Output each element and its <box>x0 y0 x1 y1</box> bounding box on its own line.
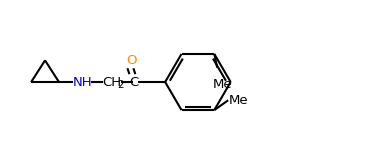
Text: O: O <box>126 54 137 67</box>
Text: C: C <box>129 76 138 88</box>
Text: Me: Me <box>212 78 232 91</box>
Text: 2: 2 <box>117 80 124 90</box>
Text: CH: CH <box>103 76 122 88</box>
Text: Me: Me <box>229 94 249 107</box>
Text: NH: NH <box>73 76 93 88</box>
